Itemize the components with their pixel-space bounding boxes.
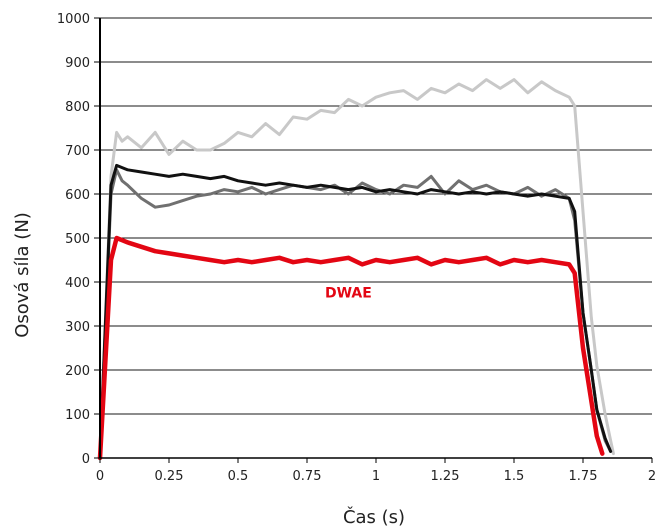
series-line-2 — [98, 168, 613, 460]
axes — [94, 17, 653, 463]
y-tick-label-8: 800 — [65, 100, 90, 115]
series-line-3 — [98, 163, 613, 460]
x-tick-label-8: 2 — [648, 469, 656, 484]
series-lines — [97, 78, 615, 461]
y-tick-label-10: 1000 — [57, 12, 90, 27]
x-tick-labels: 0 0.25 0.5 0.75 1 1.25 1.5 1.75 2 — [96, 469, 656, 484]
y-axis-title: Osová síla (N) — [12, 212, 33, 338]
x-tick-label-7: 1.75 — [569, 469, 598, 484]
x-tick-label-5: 1.25 — [431, 469, 460, 484]
y-tick-label-1: 100 — [65, 408, 90, 423]
y-tick-label-0: 0 — [82, 452, 90, 467]
series-line-4 — [97, 235, 605, 461]
y-tick-label-6: 600 — [65, 188, 90, 203]
y-tick-labels: 0 100 200 300 400 500 600 700 800 900 1000 — [57, 12, 90, 467]
series-annotation-dwae: DWAE — [325, 286, 372, 302]
y-tick-label-3: 300 — [65, 320, 90, 335]
x-tick-label-3: 0.75 — [293, 469, 322, 484]
y-tick-label-9: 900 — [65, 56, 90, 71]
x-tick-label-1: 0.25 — [155, 469, 184, 484]
x-tick-label-0: 0 — [96, 469, 104, 484]
y-tick-label-2: 200 — [65, 364, 90, 379]
series-line-1 — [98, 78, 615, 460]
x-axis-title: Čas (s) — [343, 506, 405, 528]
x-tick-label-6: 1.5 — [504, 469, 525, 484]
x-tick-label-2: 0.5 — [228, 469, 249, 484]
y-tick-label-7: 700 — [65, 144, 90, 159]
y-tick-label-4: 400 — [65, 276, 90, 291]
x-tick-label-4: 1 — [372, 469, 380, 484]
y-tick-label-5: 500 — [65, 232, 90, 247]
gridlines — [100, 17, 652, 415]
